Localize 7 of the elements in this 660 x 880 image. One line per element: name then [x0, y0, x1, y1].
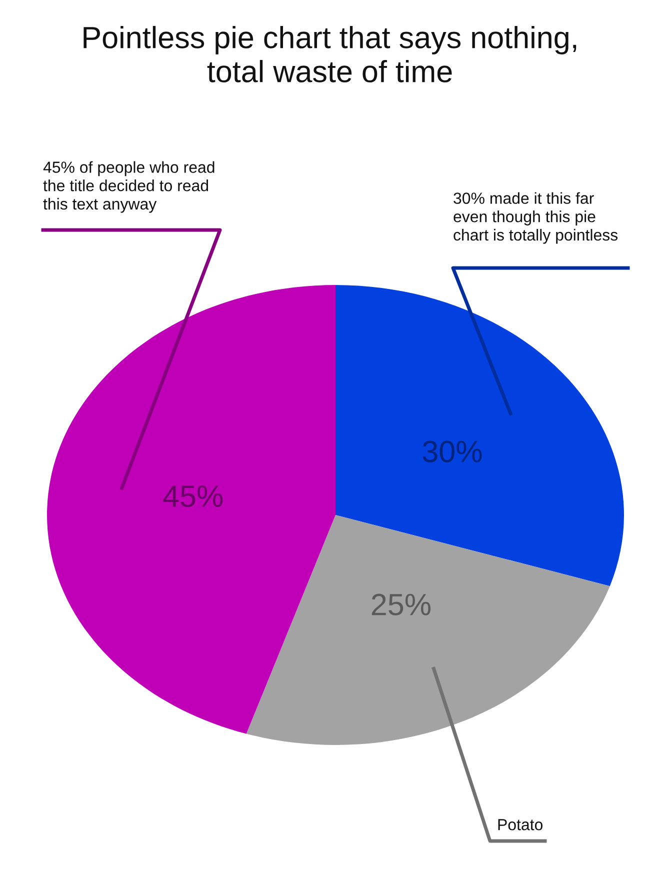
- slice-label: 30% made it this far even though this pie chart is totally pointless: [454, 192, 618, 244]
- slice-label: 45% of people who read the title decided to read this text anyway: [43, 161, 214, 213]
- chart-title: Pointless pie chart that says nothing, total waste of time: [84, 26, 576, 82]
- data-label: 45%: [163, 486, 223, 508]
- slice-label: Potato: [498, 819, 543, 830]
- data-label: 25%: [372, 594, 430, 616]
- data-label: 30%: [422, 440, 482, 462]
